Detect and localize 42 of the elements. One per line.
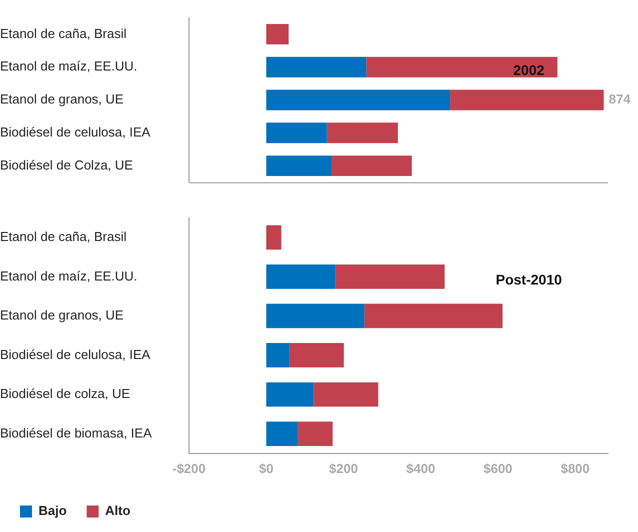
- bar: [450, 90, 604, 110]
- annotation: 2002: [513, 62, 545, 78]
- x-tick-label: $200: [329, 460, 358, 476]
- y-tick-label: Etanol de granos, UE: [0, 308, 124, 323]
- y-tick-label: Etanol de caña, Brasil: [0, 26, 127, 41]
- x-tick-label: $800: [560, 460, 590, 476]
- bar: [314, 382, 378, 407]
- bar: [266, 343, 290, 368]
- y-tick-label: Etanol de caña, Brasil: [0, 229, 127, 244]
- bar: [266, 90, 450, 110]
- x-tick-label: -$200: [172, 460, 206, 476]
- bar: [332, 156, 412, 176]
- total-label: 874: [608, 92, 632, 107]
- y-tick-label: Etanol de granos, UE: [0, 92, 124, 107]
- bar: [289, 343, 344, 368]
- bar: [364, 304, 503, 328]
- bar: [266, 422, 298, 446]
- bar: [298, 422, 333, 446]
- x-tick-label: $600: [483, 460, 512, 476]
- y-tick-label: Biodiésel de Colza, UE: [0, 157, 134, 172]
- x-tick-label: $400: [406, 460, 436, 476]
- bar: [266, 24, 289, 44]
- x-tick-label: $0: [259, 460, 274, 476]
- legend-label: Bajo: [38, 503, 67, 518]
- y-tick-label: Biodiésel de celulosa, IEA: [0, 124, 151, 140]
- bar: [266, 156, 332, 176]
- y-tick-label: Etanol de maíz, EE.UU.: [0, 58, 138, 74]
- bar: [266, 122, 327, 144]
- annotation: Post-2010: [496, 272, 562, 288]
- y-tick-label: Biodiésel de biomasa, IEA: [0, 425, 152, 440]
- bar: [266, 382, 314, 407]
- bar: [266, 304, 364, 328]
- bar: [326, 122, 398, 144]
- bar: [266, 56, 366, 78]
- bar: [266, 264, 336, 289]
- bar: [335, 264, 445, 289]
- bar: [266, 225, 282, 250]
- y-tick-label: Biodiésel de celulosa, IEA: [0, 346, 151, 362]
- y-tick-label: Etanol de maíz, EE.UU.: [0, 268, 138, 284]
- legend-label: Alto: [105, 503, 130, 518]
- y-tick-label: Biodiésel de colza, UE: [0, 386, 130, 402]
- bar: [366, 56, 558, 78]
